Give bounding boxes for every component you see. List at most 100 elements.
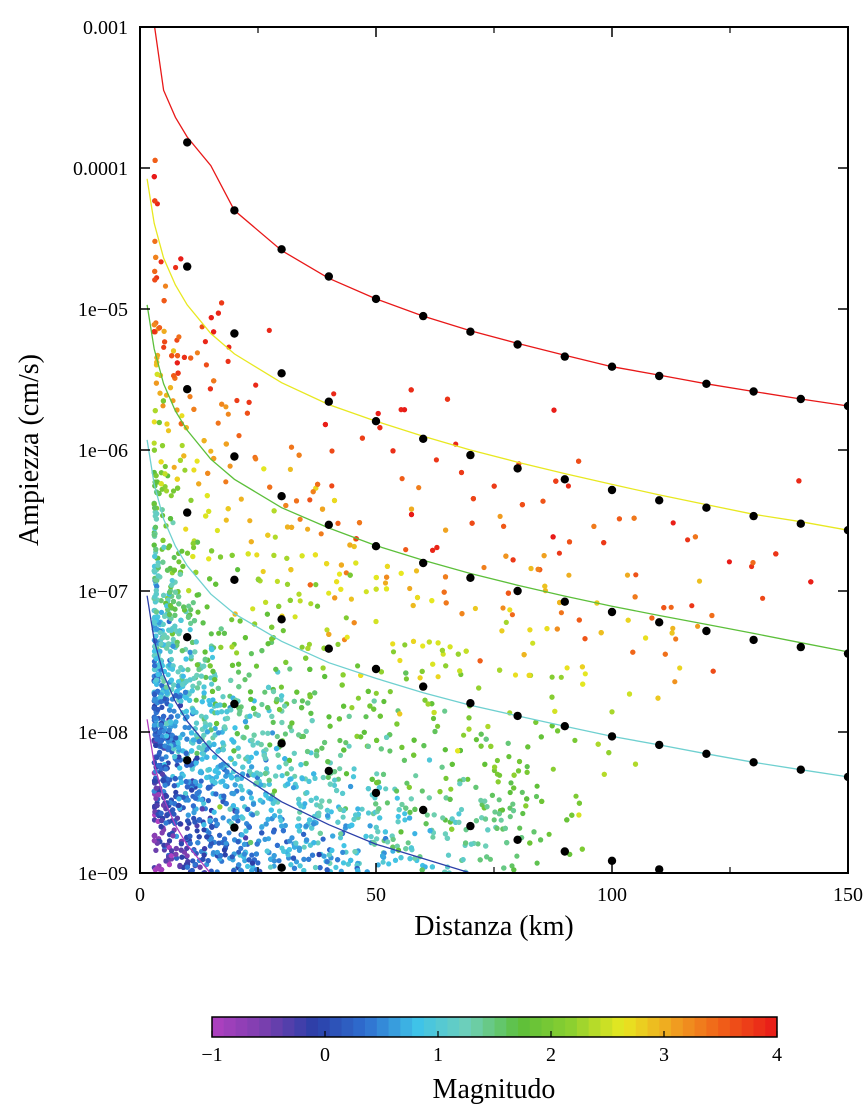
y-tick-label: 1e−09: [78, 863, 128, 885]
scatter-point: [347, 542, 353, 548]
reference-point: [560, 352, 569, 361]
scatter-point: [318, 804, 324, 810]
scatter-point: [313, 582, 319, 588]
colorbar-segment: [718, 1017, 731, 1037]
scatter-point: [185, 812, 191, 818]
reference-point: [466, 699, 475, 708]
scatter-point: [399, 801, 405, 808]
scatter-point: [191, 467, 197, 473]
scatter-point: [172, 589, 179, 595]
scatter-point: [403, 846, 409, 852]
colorbar-segment: [565, 1017, 578, 1037]
scatter-point: [527, 840, 533, 846]
scatter-point: [235, 839, 241, 845]
scatter-point: [171, 801, 178, 807]
reference-point: [419, 311, 428, 321]
scatter-point: [253, 851, 259, 857]
scatter-point: [286, 757, 292, 764]
scatter-point: [210, 850, 217, 856]
scatter-point: [161, 696, 168, 702]
scatter-point: [264, 611, 270, 617]
scatter-point: [151, 691, 158, 698]
scatter-point: [271, 788, 278, 794]
scatter-point: [326, 798, 332, 804]
scatter-point: [413, 568, 420, 574]
scatter-point: [241, 735, 247, 741]
scatter-point: [507, 814, 513, 820]
attenuation-curve-m3: [146, 178, 848, 531]
colorbar-segment: [541, 1017, 554, 1037]
scatter-point: [206, 556, 212, 562]
scatter-point: [226, 830, 232, 836]
scatter-point: [527, 627, 533, 633]
scatter-point: [296, 732, 302, 738]
scatter-point: [151, 722, 158, 728]
scatter-point: [341, 843, 347, 849]
scatter-point: [183, 695, 189, 701]
scatter-point: [214, 849, 220, 856]
scatter-point: [205, 798, 211, 804]
scatter-point: [212, 725, 218, 732]
scatter-point: [431, 709, 437, 716]
y-tick-label: 1e−07: [78, 581, 128, 603]
scatter-point: [296, 845, 302, 851]
scatter-point: [152, 696, 158, 702]
scatter-point: [159, 704, 165, 711]
scatter-point: [209, 548, 215, 554]
scatter-point: [183, 656, 189, 662]
scatter-point: [272, 534, 278, 540]
scatter-point: [497, 513, 503, 520]
scatter-point: [171, 783, 177, 789]
scatter-point: [359, 806, 365, 812]
scatter-point: [192, 819, 198, 825]
scatter-point: [189, 766, 195, 772]
scatter-point: [616, 516, 623, 522]
colorbar-segment: [600, 1017, 613, 1037]
scatter-point: [643, 635, 649, 641]
scatter-point: [508, 780, 514, 786]
scatter-point: [172, 606, 178, 612]
scatter-point: [194, 592, 200, 598]
scatter-point: [171, 464, 177, 470]
scatter-point: [158, 481, 164, 487]
scatter-point: [161, 544, 167, 550]
scatter-point: [268, 796, 274, 802]
scatter-point: [220, 740, 226, 746]
scatter-point: [431, 812, 437, 818]
scatter-point: [507, 789, 513, 796]
scatter-point: [576, 617, 582, 623]
colorbar-segment: [212, 1017, 225, 1037]
scatter-point: [236, 661, 242, 667]
scatter-point: [212, 780, 218, 786]
colorbar-segment: [553, 1017, 566, 1037]
scatter-point: [630, 649, 636, 655]
scatter-point: [182, 467, 188, 473]
scatter-point: [243, 828, 249, 834]
scatter-point: [238, 868, 244, 873]
scatter-point: [422, 697, 428, 703]
scatter-point: [726, 559, 733, 565]
reference-point: [796, 519, 805, 528]
reference-point: [843, 772, 848, 782]
scatter-point: [511, 772, 517, 778]
scatter-point: [202, 724, 208, 730]
scatter-point: [598, 630, 604, 636]
scatter-point: [430, 547, 436, 553]
scatter-point: [505, 740, 511, 746]
scatter-point: [290, 855, 297, 861]
colorbar-segment: [259, 1017, 272, 1037]
scatter-point: [359, 435, 365, 441]
scatter-point: [259, 824, 265, 830]
scatter-point: [455, 651, 461, 657]
scatter-point: [246, 672, 252, 678]
scatter-point: [458, 806, 465, 813]
scatter-point: [625, 617, 631, 623]
scatter-point: [373, 690, 379, 696]
scatter-point: [158, 742, 164, 749]
scatter-point: [523, 803, 529, 809]
scatter-point: [380, 859, 386, 865]
scatter-point: [264, 848, 270, 854]
reference-point: [749, 387, 758, 396]
scatter-point: [319, 745, 325, 751]
scatter-point: [443, 663, 449, 669]
